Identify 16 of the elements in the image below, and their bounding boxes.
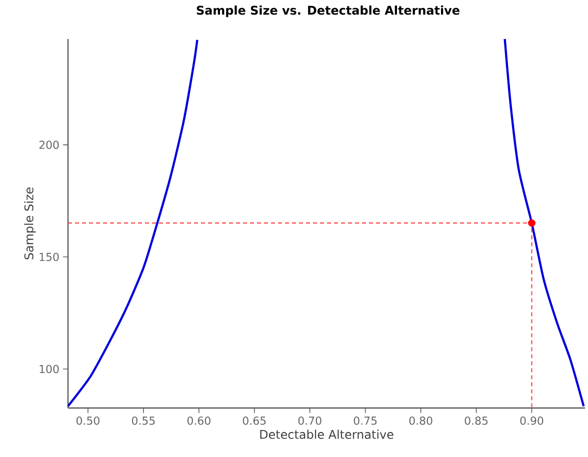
y-tick-label: 200 xyxy=(39,140,59,149)
x-tick-label: 0.50 xyxy=(76,416,100,425)
x-tick-label: 0.90 xyxy=(520,416,544,425)
y-tick-label: 150 xyxy=(40,252,59,262)
x-axis-title: Detectable Alternative xyxy=(260,430,394,439)
chart-title: Sample Size vs. Detectable Alternative xyxy=(196,6,460,18)
x-tick-label: 0.75 xyxy=(354,416,377,425)
x-tick-label: 0.65 xyxy=(242,416,266,425)
line-series xyxy=(504,38,585,408)
x-tick-label: 0.70 xyxy=(298,416,322,425)
x-tick-label: 0.80 xyxy=(409,416,432,425)
y-tick-label: 100 xyxy=(40,364,59,374)
y-axis-title: Sample Size xyxy=(24,188,36,260)
x-tick-label: 0.60 xyxy=(187,416,210,425)
x-tick-label: 0.85 xyxy=(464,416,488,425)
x-tick-label: 0.55 xyxy=(132,416,155,425)
